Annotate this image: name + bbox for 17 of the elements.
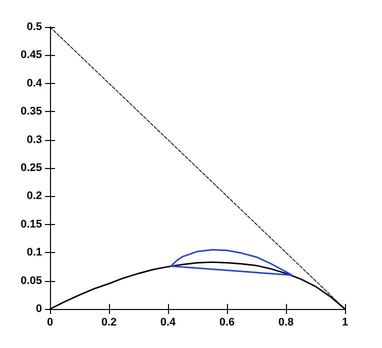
y-tick-label: 0.1 bbox=[26, 246, 42, 259]
y-tick-label: 0 bbox=[36, 303, 42, 315]
y-tick-label: 0.5 bbox=[26, 21, 42, 33]
x-tick-label: 0.4 bbox=[160, 316, 177, 328]
y-tick-label: 0.2 bbox=[26, 190, 42, 202]
y-tick-label: 0.25 bbox=[20, 162, 42, 174]
y-tick-label: 0.4 bbox=[26, 77, 43, 90]
y-tick-label: 0.3 bbox=[26, 134, 42, 146]
x-tick-label: 0 bbox=[46, 316, 54, 328]
y-tick-label: 0.15 bbox=[20, 218, 42, 230]
y-tick-label: 0.05 bbox=[20, 274, 42, 287]
y-tick-label: 0.35 bbox=[20, 106, 42, 118]
x-tick-label: 0.6 bbox=[219, 316, 235, 328]
x-tick-label: 0.8 bbox=[278, 316, 294, 328]
x-tick-label: 1 bbox=[342, 316, 348, 328]
y-tick-label: 0.45 bbox=[20, 49, 42, 62]
x-tick-label: 0.2 bbox=[101, 316, 117, 328]
